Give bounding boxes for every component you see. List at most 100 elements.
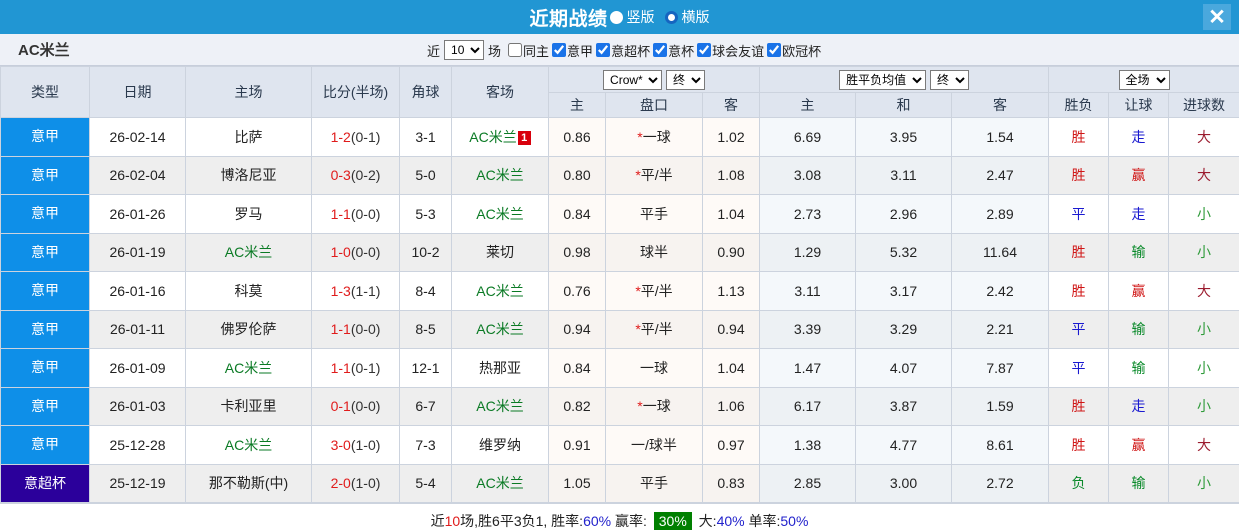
filter-prefix-label: 近 [427, 43, 441, 59]
table-row[interactable]: 意甲 26-02-14 比萨 1-2(0-1) 3-1 AC米兰 1 0.86 *一球 1.02 6… [0, 117, 1239, 157]
cell-score: 1-1(0-1) [311, 348, 400, 388]
cell-result-handicap: 赢 [1108, 155, 1170, 195]
radio-vertical-label[interactable]: 竖版 [626, 9, 655, 25]
cell-odds-home: 3.11 [759, 271, 856, 311]
home-team-name[interactable]: AC米兰 [224, 244, 273, 261]
radio-horizontal-icon[interactable] [664, 10, 678, 24]
radio-horizontal-label[interactable]: 横版 [681, 9, 710, 25]
league-badge[interactable]: 意甲 [1, 387, 89, 425]
cell-result-goals: 大 [1168, 425, 1239, 465]
cell-result-wdl: 胜 [1048, 386, 1110, 426]
cell-result-wdl: 平 [1048, 194, 1110, 234]
cell-odds-home: 6.69 [759, 117, 856, 157]
cell-handicap-away: 0.94 [702, 309, 760, 349]
company-select[interactable]: Crow* [603, 69, 663, 90]
away-team-name[interactable]: AC米兰 [476, 321, 524, 338]
cell-handicap-line: 一球 [605, 348, 703, 388]
home-team-name[interactable]: 科莫 [234, 282, 263, 299]
cell-type: 意甲 [0, 271, 90, 311]
cell-odds-away: 11.64 [950, 232, 1050, 272]
col-away: 客场 [451, 66, 549, 118]
league-3-checkbox[interactable] [697, 43, 712, 57]
cell-odds-away: 1.59 [950, 386, 1050, 426]
away-team-name[interactable]: AC米兰 [476, 282, 524, 299]
cell-result-goals: 大 [1168, 155, 1239, 195]
table-row[interactable]: 意甲 26-01-09 AC米兰 1-1(0-1) 12-1 热那亚 0.84 一球 1.04 1… [0, 348, 1239, 388]
checkbox-league-3[interactable]: 球会友谊 [697, 41, 764, 60]
close-icon[interactable]: ✕ [1203, 4, 1231, 30]
results-table: 类型 日期 主场 比分(半场) 角球 客场 Crow* 终 胜平负均值 [0, 66, 1239, 503]
league-0-checkbox[interactable] [552, 43, 567, 57]
cell-corner: 8-4 [399, 271, 452, 311]
home-team-name[interactable]: 博洛尼亚 [220, 167, 277, 184]
checkbox-league-2[interactable]: 意杯 [653, 41, 694, 60]
cell-score: 1-1(0-0) [311, 309, 400, 349]
team-name: AC米兰 [18, 42, 70, 59]
same-home-checkbox[interactable] [508, 43, 523, 57]
league-badge[interactable]: 意超杯 [1, 464, 89, 502]
home-team-name[interactable]: 佛罗伦萨 [220, 321, 277, 338]
odds-type-select[interactable]: 胜平负均值 [839, 69, 927, 90]
league-badge[interactable]: 意甲 [1, 272, 89, 310]
cell-away: 热那亚 [451, 348, 549, 388]
table-row[interactable]: 意甲 26-01-11 佛罗伦萨 1-1(0-0) 8-5 AC米兰 0.94 *平/半 0.9… [0, 309, 1239, 349]
away-team-name[interactable]: AC米兰 [469, 128, 517, 145]
league-4-checkbox[interactable] [767, 43, 782, 57]
league-1-checkbox[interactable] [596, 43, 611, 57]
checkbox-league-4[interactable]: 欧冠杯 [767, 41, 821, 60]
table-row[interactable]: 意甲 25-12-28 AC米兰 3-0(1-0) 7-3 维罗纳 0.91 一/球半 0.97… [0, 425, 1239, 465]
league-badge[interactable]: 意甲 [1, 156, 89, 194]
cell-score: 1-3(1-1) [311, 271, 400, 311]
away-team-name[interactable]: 热那亚 [479, 359, 521, 376]
period-select[interactable]: 全场 [1118, 69, 1170, 90]
view-mode-radio-group[interactable]: 竖版 横版 [609, 7, 710, 27]
table-row[interactable]: 意超杯 25-12-19 那不勒斯(中) 2-0(1-0) 5-4 AC米兰 1.05 平手 0… [0, 463, 1239, 503]
table-row[interactable]: 意甲 26-02-04 博洛尼亚 0-3(0-2) 5-0 AC米兰 0.80 *平/半 1.0… [0, 155, 1239, 195]
checkbox-same-home[interactable]: 同主 [508, 41, 549, 60]
away-team-name[interactable]: 维罗纳 [479, 436, 521, 453]
league-badge[interactable]: 意甲 [1, 310, 89, 348]
handicap-time-select[interactable]: 终 [665, 69, 705, 90]
league-badge[interactable]: 意甲 [1, 233, 89, 271]
title-bar: 近期战绩 竖版 横版 ✕ [0, 0, 1239, 34]
odds-time-select[interactable]: 终 [929, 69, 969, 90]
table-row[interactable]: 意甲 26-01-19 AC米兰 1-0(0-0) 10-2 莱切 0.98 球半 0.90 1.… [0, 232, 1239, 272]
home-team-name[interactable]: 比萨 [234, 128, 263, 145]
handicap-selector-cell: Crow* 终 [548, 66, 760, 93]
cell-handicap-away: 0.90 [702, 232, 760, 272]
cell-score: 0-1(0-0) [311, 386, 400, 426]
away-team-name[interactable]: 莱切 [486, 244, 514, 261]
home-team-name[interactable]: AC米兰 [224, 359, 273, 376]
cell-handicap-line: 一/球半 [605, 425, 703, 465]
cell-result-handicap: 输 [1108, 309, 1170, 349]
cell-result-wdl: 胜 [1048, 271, 1110, 311]
cell-odds-home: 1.38 [759, 425, 856, 465]
away-team-name[interactable]: AC米兰 [476, 475, 524, 492]
cell-odds-draw: 3.17 [855, 271, 952, 311]
checkbox-league-0[interactable]: 意甲 [552, 41, 593, 60]
league-4-label: 欧冠杯 [782, 43, 822, 59]
home-team-name[interactable]: 卡利亚里 [220, 398, 277, 415]
home-team-name[interactable]: AC米兰 [224, 436, 273, 453]
table-row[interactable]: 意甲 26-01-03 卡利亚里 0-1(0-0) 6-7 AC米兰 0.82 *一球 1.06… [0, 386, 1239, 426]
away-team-name[interactable]: AC米兰 [476, 205, 524, 222]
match-count-select[interactable]: 10 [444, 40, 485, 60]
league-badge[interactable]: 意甲 [1, 349, 89, 387]
league-badge[interactable]: 意甲 [1, 195, 89, 233]
summary-big-label: 大: [694, 513, 717, 529]
league-badge[interactable]: 意甲 [1, 426, 89, 464]
col-result-handicap: 让球 [1108, 92, 1170, 118]
home-team-name[interactable]: 罗马 [234, 205, 263, 222]
summary-hcp-label: 赢率: [611, 513, 651, 529]
away-team-name[interactable]: AC米兰 [476, 167, 524, 184]
table-row[interactable]: 意甲 26-01-26 罗马 1-1(0-0) 5-3 AC米兰 0.84 平手 1.04 2.7… [0, 194, 1239, 234]
league-badge[interactable]: 意甲 [1, 118, 89, 156]
checkbox-league-1[interactable]: 意超杯 [596, 41, 650, 60]
cell-result-wdl: 胜 [1048, 425, 1110, 465]
league-2-checkbox[interactable] [653, 43, 668, 57]
home-team-name[interactable]: 那不勒斯(中) [208, 475, 289, 492]
away-team-name[interactable]: AC米兰 [476, 398, 524, 415]
cell-result-handicap: 走 [1108, 386, 1170, 426]
radio-vertical-icon[interactable] [609, 10, 623, 24]
table-row[interactable]: 意甲 26-01-16 科莫 1-3(1-1) 8-4 AC米兰 0.76 *平/半 1.13 3… [0, 271, 1239, 311]
